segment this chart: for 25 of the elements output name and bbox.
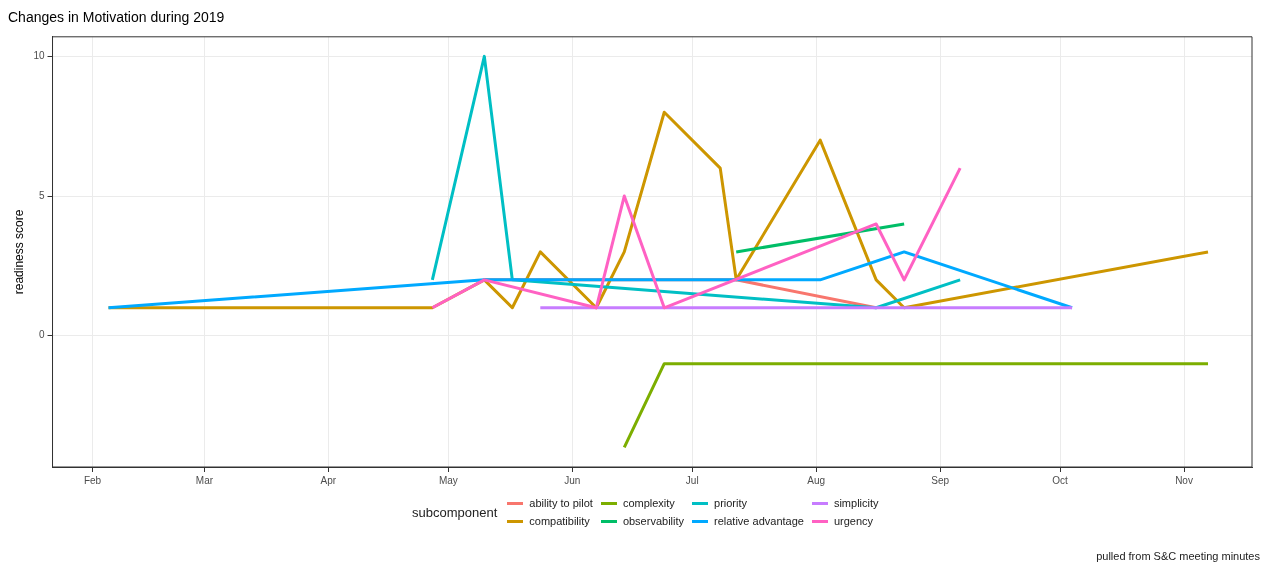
y-tick-label: 0 (38, 329, 45, 341)
x-tick-label: Apr (320, 474, 337, 486)
legend-title: subcomponent (412, 504, 498, 520)
legend-label: relative advantage (714, 515, 804, 527)
legend-label: simplicity (833, 497, 879, 509)
legend-label: ability to pilot (529, 497, 593, 509)
text: pulled from S&C meeting minutes (1096, 550, 1260, 562)
x-tick-label: Jun (564, 474, 581, 486)
x-tick-label: Sep (931, 474, 950, 486)
legend-label: observability (622, 515, 685, 527)
x-tick-label: May (438, 474, 458, 486)
legend-label: priority (714, 497, 748, 509)
x-tick-label: Oct (1052, 474, 1069, 486)
x-tick-label: Feb (83, 474, 102, 486)
y-tick-label: 10 (33, 50, 45, 62)
x-tick-label: Aug (807, 474, 826, 486)
y-tick-label: 5 (38, 189, 45, 201)
x-tick-label: Jul (685, 474, 699, 486)
x-tick-label: Nov (1175, 474, 1193, 486)
legend-label: complexity (622, 497, 675, 509)
y-axis-title: readiness score (11, 209, 26, 295)
legend-label: urgency (833, 515, 874, 527)
legend-label: compatibility (529, 515, 590, 527)
x-tick-label: Mar (195, 474, 214, 486)
chart-title: Changes in Motivation during 2019 (8, 9, 225, 26)
